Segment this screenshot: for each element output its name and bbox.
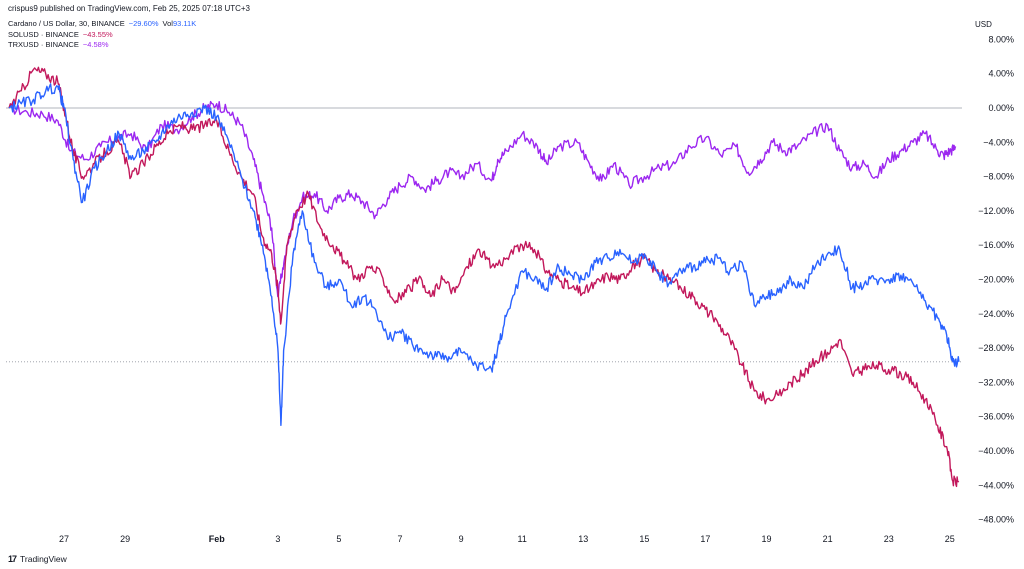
y-tick-label: −32.00% — [978, 377, 1014, 387]
x-tick-label: 13 — [578, 534, 588, 544]
x-tick-label: 3 — [275, 534, 280, 544]
legend-ada-change: −29.60% — [128, 19, 159, 28]
legend-sol-label: SOLUSD · BINANCE — [8, 29, 79, 39]
legend-ada-label: Cardano / US Dollar, 30, BINANCE — [8, 19, 125, 28]
y-tick-label: −16.00% — [978, 240, 1014, 250]
price-axis-currency[interactable]: USD — [975, 20, 992, 29]
x-tick-label: 9 — [459, 534, 464, 544]
y-tick-label: −40.00% — [978, 446, 1014, 456]
x-tick-label: 23 — [884, 534, 894, 544]
x-tick-label: 19 — [762, 534, 772, 544]
y-tick-label: −36.00% — [978, 412, 1014, 422]
series-legend: Cardano / US Dollar, 30, BINANCE −29.60% V… — [8, 19, 196, 51]
y-tick-label: −24.00% — [978, 309, 1014, 319]
y-tick-label: −4.00% — [983, 137, 1014, 147]
x-tick-label: 15 — [639, 534, 649, 544]
series-line-ada — [8, 83, 960, 426]
y-tick-label: −48.00% — [978, 515, 1014, 525]
y-tick-label: 8.00% — [988, 34, 1014, 44]
legend-trx-change: −4.58% — [82, 40, 109, 49]
legend-row-ada[interactable]: Cardano / US Dollar, 30, BINANCE −29.60% V… — [8, 19, 196, 30]
x-tick-label: Feb — [209, 534, 226, 544]
footer-brand[interactable]: 17 TradingView — [8, 554, 67, 564]
footer-brand-label: TradingView — [20, 554, 67, 564]
y-tick-label: 0.00% — [988, 103, 1014, 113]
series-line-trx — [8, 100, 957, 298]
legend-row-trx[interactable]: TRXUSD · BINANCE −4.58% — [8, 40, 196, 51]
y-tick-label: −12.00% — [978, 206, 1014, 216]
x-tick-label: 5 — [336, 534, 341, 544]
legend-ada-vol-label: Vol — [162, 19, 173, 28]
series-line-sol — [8, 66, 960, 488]
x-tick-label: 11 — [518, 534, 527, 544]
legend-trx-label: TRXUSD · BINANCE — [8, 40, 79, 49]
published-by-line: crispus9 published on TradingView.com, F… — [8, 4, 250, 13]
legend-ada-vol: Vol93.11K — [163, 19, 197, 28]
legend-ada-vol-value: 93.11K — [172, 19, 197, 28]
x-tick-label: 25 — [945, 534, 955, 544]
y-tick-label: −44.00% — [978, 480, 1014, 490]
x-tick-label: 17 — [700, 534, 710, 544]
x-tick-label: 27 — [59, 534, 69, 544]
y-tick-label: −28.00% — [978, 343, 1014, 353]
y-tick-label: −8.00% — [983, 172, 1014, 182]
y-tick-label: 4.00% — [988, 69, 1014, 79]
legend-sol-change: −43.55% — [82, 29, 113, 39]
tradingview-logo-icon: 17 — [8, 554, 17, 564]
x-tick-label: 7 — [397, 534, 402, 544]
y-tick-label: −20.00% — [978, 275, 1014, 285]
x-tick-label: 21 — [823, 534, 833, 544]
x-tick-label: 29 — [120, 534, 130, 544]
legend-row-sol[interactable]: SOLUSD · BINANCE −43.55% — [8, 30, 196, 41]
